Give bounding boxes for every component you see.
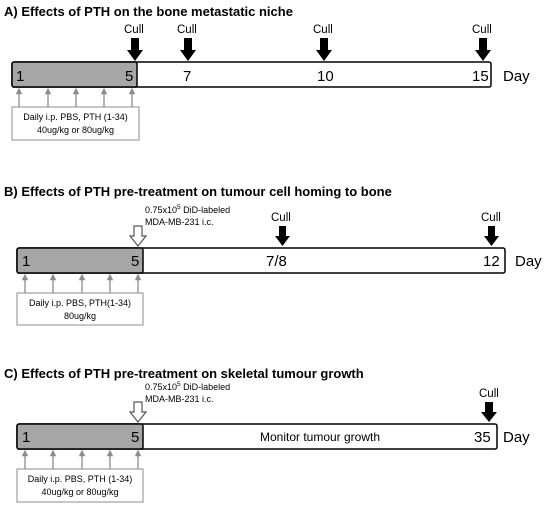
panel-b-injection-arrow [128,225,148,247]
panel-a-cull-arrow-1 [127,38,143,61]
panel-c-treatment-line-1: Daily i.p. PBS, PTH (1-34) [28,474,133,484]
panel-c: C) Effects of PTH pre-treatment on skele… [4,366,530,503]
panel-a-cull-label-1: Cull [124,24,144,36]
panel-c-monitor-text: Monitor tumour growth [260,430,380,444]
panel-a-treatment-segment [11,61,138,88]
panel-a-cull-arrow-4 [475,38,491,61]
panel-c-day-start: 1 [22,429,30,446]
panel-a-day-start: 1 [16,68,24,85]
panel-a-day-marker-1: 7 [183,68,191,85]
panel-a-daily-injection-arrows [15,87,136,107]
panel-b-treatment-box [16,292,144,326]
panel-b: B) Effects of PTH pre-treatment on tumou… [4,184,542,326]
panel-a-title: A) Effects of PTH on the bone metastatic… [4,4,293,19]
panel-c-title: C) Effects of PTH pre-treatment on skele… [4,366,364,381]
panel-b-day-marker-2: 12 [483,253,500,270]
panel-a-cull-label-4: Cull [472,24,492,36]
panel-a-cull-label-2: Cull [177,24,197,36]
panel-b-day-treatment-end: 5 [131,253,139,270]
panel-a-cull-label-3: Cull [313,24,333,36]
panel-c-injection-line-1: 0.75x105 DiD-labeled [145,381,230,392]
panel-c-treatment-box [16,468,144,503]
panel-c-daily-injection-arrows [21,449,142,469]
panel-a-day-marker-2: 10 [317,68,334,85]
panel-c-injection-line-2: MDA-MB-231 i.c. [145,394,214,404]
panel-b-cull-label-1: Cull [271,212,291,224]
panel-c-injection-arrow [128,401,148,423]
panel-a-cull-arrow-3 [316,38,332,61]
panel-c-day-axis-label: Day [503,429,530,446]
panel-b-cull-arrow-2 [484,226,499,246]
panel-a-treatment-line-1: Daily i.p. PBS, PTH (1-34) [23,112,128,122]
panel-a-treatment-line-2: 40ug/kg or 80ug/kg [37,125,114,135]
panel-b-title: B) Effects of PTH pre-treatment on tumou… [4,184,392,199]
panel-c-cull-arrow-1 [481,402,497,422]
panel-a-cull-arrow-2 [180,38,196,61]
panel-a-day-treatment-end: 5 [125,68,133,85]
panel-b-daily-injection-arrows [21,273,142,293]
panel-a-treatment-box [11,106,140,141]
panel-b-treatment-line-1: Daily i.p. PBS, PTH(1-34) [29,298,131,308]
panel-b-treatment-segment [16,247,144,274]
panel-b-day-start: 1 [22,253,30,270]
panel-b-cull-label-2: Cull [481,212,501,224]
panel-b-day-marker-1: 7/8 [266,253,287,270]
panel-a-day-marker-3: 15 [472,68,489,85]
panel-a-day-axis-label: Day [503,68,530,85]
panel-c-treatment-segment [16,423,144,450]
panel-c-treatment-line-2: 40ug/kg or 80ug/kg [41,487,118,497]
panel-b-cull-arrow-1 [275,226,290,246]
panel-c-day-treatment-end: 5 [131,429,139,446]
panel-b-injection-line-2: MDA-MB-231 i.c. [145,217,214,227]
panel-b-day-axis-label: Day [515,253,542,270]
panel-b-treatment-line-2: 80ug/kg [64,311,96,321]
panel-a: A) Effects of PTH on the bone metastatic… [4,4,530,141]
panel-c-day-marker-1: 35 [474,429,491,446]
panel-b-injection-line-1: 0.75x105 DiD-labeled [145,204,230,215]
panel-c-cull-label-1: Cull [479,388,499,400]
